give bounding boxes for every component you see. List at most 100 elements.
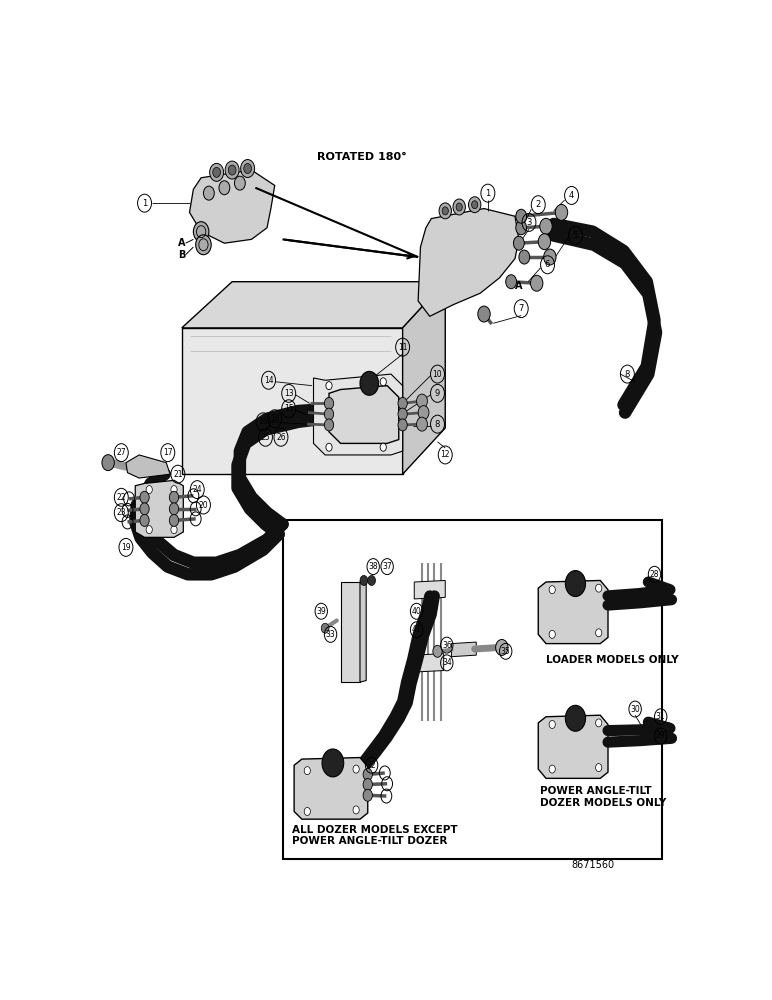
Text: 13: 13 (284, 389, 293, 398)
Circle shape (326, 443, 332, 451)
Text: 20: 20 (198, 500, 208, 510)
Text: 35: 35 (501, 647, 510, 656)
Text: 32: 32 (367, 761, 377, 770)
Text: 27: 27 (117, 448, 126, 457)
Circle shape (478, 306, 490, 322)
Text: 8: 8 (625, 370, 630, 379)
Text: 40: 40 (411, 607, 422, 616)
Bar (283, 520, 662, 859)
Polygon shape (340, 582, 360, 682)
Circle shape (549, 586, 555, 594)
Text: 22: 22 (117, 493, 126, 502)
Circle shape (204, 186, 215, 200)
Text: 34: 34 (442, 658, 452, 667)
Circle shape (565, 571, 585, 597)
Circle shape (530, 275, 543, 291)
Circle shape (171, 526, 177, 534)
Circle shape (496, 639, 508, 655)
Circle shape (244, 164, 252, 173)
Text: 6: 6 (545, 260, 550, 269)
Circle shape (169, 491, 178, 503)
Text: 23: 23 (117, 508, 126, 517)
Text: 39: 39 (317, 607, 326, 616)
Text: 5: 5 (573, 231, 578, 240)
Circle shape (398, 408, 408, 420)
Circle shape (140, 503, 149, 515)
Circle shape (538, 234, 550, 250)
Text: 3: 3 (527, 218, 532, 227)
Circle shape (398, 419, 408, 431)
Polygon shape (413, 654, 444, 672)
Circle shape (555, 204, 567, 220)
Text: 26: 26 (276, 433, 286, 442)
Text: LOADER MODELS ONLY: LOADER MODELS ONLY (546, 655, 679, 665)
Text: 8671560: 8671560 (571, 860, 614, 870)
Polygon shape (403, 282, 445, 474)
Text: 25: 25 (261, 433, 270, 442)
Circle shape (353, 765, 359, 773)
Polygon shape (415, 580, 445, 599)
Circle shape (540, 218, 552, 234)
Text: 16: 16 (259, 417, 268, 426)
Text: 2: 2 (536, 200, 541, 209)
Text: 30: 30 (630, 705, 640, 714)
Polygon shape (329, 386, 399, 443)
Text: 4: 4 (569, 191, 574, 200)
Text: 37: 37 (382, 562, 392, 571)
Polygon shape (418, 209, 519, 316)
Circle shape (596, 719, 602, 727)
Text: 1: 1 (142, 199, 147, 208)
Text: ROTATED 180°: ROTATED 180° (317, 152, 407, 162)
Text: 19: 19 (121, 543, 130, 552)
Circle shape (324, 408, 334, 420)
Text: ALL DOZER MODELS EXCEPT
POWER ANGLE-TILT DOZER: ALL DOZER MODELS EXCEPT POWER ANGLE-TILT… (292, 825, 458, 846)
Polygon shape (126, 455, 170, 478)
Circle shape (363, 779, 372, 790)
Circle shape (417, 394, 428, 408)
Circle shape (596, 584, 602, 592)
Text: 18: 18 (270, 414, 279, 423)
Circle shape (506, 275, 516, 289)
Polygon shape (181, 328, 403, 474)
Text: 38: 38 (368, 562, 378, 571)
Text: 7: 7 (519, 304, 524, 313)
Text: 14: 14 (264, 376, 273, 385)
Circle shape (241, 160, 255, 177)
Circle shape (304, 767, 310, 775)
Circle shape (442, 207, 449, 215)
Circle shape (543, 249, 556, 265)
Circle shape (140, 514, 149, 526)
Text: 29: 29 (656, 732, 665, 740)
Text: 1: 1 (486, 189, 490, 198)
Polygon shape (135, 480, 183, 537)
Text: 31: 31 (656, 712, 665, 721)
Circle shape (140, 491, 149, 503)
Circle shape (456, 203, 462, 211)
Circle shape (169, 503, 178, 515)
Text: 28: 28 (650, 570, 659, 579)
Circle shape (169, 514, 178, 526)
Circle shape (417, 417, 428, 431)
Circle shape (235, 176, 245, 190)
Polygon shape (181, 282, 445, 328)
Circle shape (195, 235, 212, 255)
Circle shape (102, 455, 114, 471)
Circle shape (565, 705, 585, 731)
Text: 17: 17 (163, 448, 173, 457)
Circle shape (360, 371, 378, 395)
Circle shape (213, 167, 221, 177)
Circle shape (469, 197, 481, 213)
Circle shape (353, 806, 359, 814)
Text: 21: 21 (173, 470, 183, 479)
Text: 10: 10 (432, 370, 442, 379)
Text: POWER ANGLE-TILT
DOZER MODELS ONLY: POWER ANGLE-TILT DOZER MODELS ONLY (540, 786, 666, 808)
Text: B: B (178, 250, 185, 260)
Text: A: A (178, 238, 185, 248)
Polygon shape (538, 715, 608, 778)
Circle shape (210, 163, 224, 181)
Text: A: A (515, 281, 523, 291)
Circle shape (171, 486, 177, 494)
Circle shape (219, 181, 230, 195)
Polygon shape (189, 170, 275, 243)
Text: 8: 8 (435, 420, 440, 429)
